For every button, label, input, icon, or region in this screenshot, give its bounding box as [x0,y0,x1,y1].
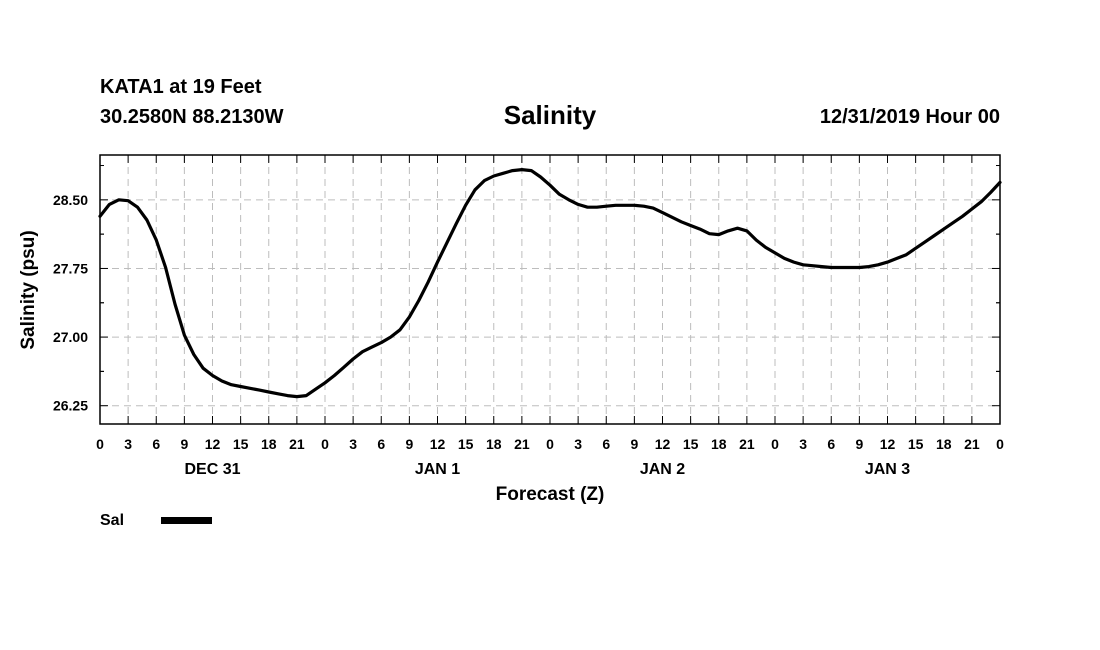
y-tick-label: 27.75 [53,260,88,276]
x-tick-label: 18 [711,436,727,452]
x-tick-label: 6 [602,436,610,452]
axis-labels: 0 3 6 9 12 15 18 21 0 3 6 9 12 15 18 21 0 3 6 9 12 15 18 21 0 3 6 9… [53,192,1004,478]
x-tick-label: 0 [771,436,779,452]
x-tick-label: 12 [880,436,896,452]
x-tick-label: 15 [233,436,249,452]
x-tick-label: 12 [655,436,671,452]
station-label: KATA1 at 19 Feet [100,76,262,98]
x-tick-label: 6 [377,436,385,452]
x-tick-label: 12 [430,436,446,452]
x-tick-label: 3 [574,436,582,452]
x-tick-label: 21 [514,436,530,452]
x-tick-label: 15 [908,436,924,452]
x-tick-label: 15 [458,436,474,452]
legend-swatch [161,517,212,524]
y-tick-label: 26.25 [53,398,88,414]
x-tick-label: 21 [964,436,980,452]
x-tick-label: 18 [486,436,502,452]
series-layer [98,168,1002,399]
chart-title: Salinity [503,100,597,130]
x-tick-label: 3 [799,436,807,452]
x-tick-label: 9 [405,436,413,452]
day-label: JAN 3 [865,461,910,478]
x-tick-label: 12 [205,436,221,452]
grid-lines [100,155,1000,424]
x-tick-label: 9 [630,436,638,452]
y-axis-title: Salinity (psu) [18,230,39,349]
x-axis-title: Forecast (Z) [496,484,605,505]
x-tick-label: 0 [996,436,1004,452]
x-tick-label: 21 [739,436,755,452]
coordinates-label: 30.2580N 88.2130W [100,106,284,128]
x-tick-label: 3 [124,436,132,452]
x-tick-label: 3 [349,436,357,452]
x-tick-label: 6 [827,436,835,452]
x-tick-label: 9 [855,436,863,452]
x-tick-label: 21 [289,436,305,452]
day-label: DEC 31 [184,461,240,478]
x-tick-label: 0 [321,436,329,452]
x-tick-label: 9 [180,436,188,452]
series-line-sal [98,168,1002,399]
legend-label: Sal [100,512,124,529]
plot-frame [99,154,1001,425]
y-tick-label: 27.00 [53,329,88,345]
forecast-date-label: 12/31/2019 Hour 00 [819,106,1000,128]
day-label: JAN 1 [415,461,460,478]
x-tick-label: 15 [683,436,699,452]
x-tick-label: 6 [152,436,160,452]
x-tick-label: 18 [936,436,952,452]
day-label: JAN 2 [640,461,685,478]
x-tick-label: 0 [96,436,104,452]
x-tick-label: 0 [546,436,554,452]
x-tick-label: 18 [261,436,277,452]
y-tick-label: 28.50 [53,192,88,208]
